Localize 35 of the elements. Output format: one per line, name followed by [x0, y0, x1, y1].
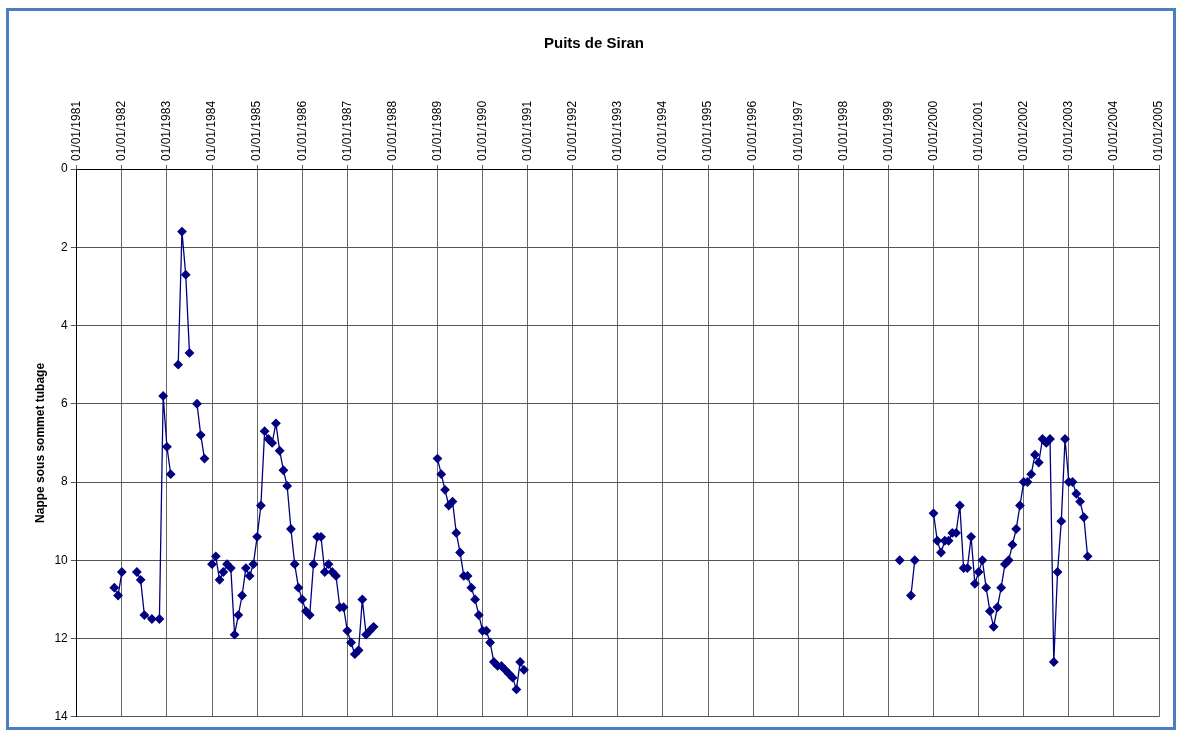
x-tick-label: 01/01/1991: [520, 100, 534, 161]
x-tick-label: 01/01/1983: [159, 100, 174, 161]
x-tick-label: 01/01/2002: [1016, 100, 1031, 161]
x-tick-label: 01/01/1994: [655, 100, 670, 161]
x-tick-label: 01/01/1992: [565, 100, 580, 161]
x-tick-label: 01/01/2003: [1061, 100, 1076, 161]
x-tick-label: 01/01/1988: [384, 100, 399, 161]
x-tick-label: 01/01/1989: [429, 100, 444, 161]
x-tick-label: 01/01/1984: [204, 100, 219, 161]
x-tick-label: 01/01/1986: [294, 100, 309, 161]
y-tick-label: 14: [54, 709, 69, 724]
x-tick-label: 01/01/2004: [1106, 100, 1121, 161]
x-tick-label: 01/01/1996: [745, 100, 760, 161]
x-tick-label: 01/01/2001: [970, 100, 985, 161]
x-tick-label: 01/01/1985: [249, 100, 264, 161]
y-tick-label: 8: [61, 474, 69, 489]
x-tick-label: 01/01/1987: [339, 100, 354, 161]
y-axis-title: Nappe sous sommet tubage: [32, 362, 47, 523]
x-tick-label: 01/01/1995: [700, 100, 715, 161]
y-tick-label: 12: [54, 630, 69, 645]
x-tick-label: 01/01/1981: [69, 100, 84, 161]
y-tick-label: 6: [61, 396, 69, 411]
x-tick-label: 01/01/1990: [474, 100, 489, 161]
x-tick-label: 01/01/2005: [1151, 100, 1166, 161]
y-tick-label: 2: [61, 239, 69, 254]
y-tick-label: 10: [54, 552, 69, 567]
x-tick-label: 01/01/1998: [835, 100, 850, 161]
y-tick-label: 0: [61, 161, 69, 176]
x-tick-label: 01/01/1993: [610, 100, 625, 161]
y-tick-label: 4: [61, 317, 69, 332]
x-tick-label: 01/01/1982: [114, 100, 129, 161]
x-tick-label: 01/01/2000: [925, 100, 940, 161]
chart-title: Puits de Siran: [543, 34, 645, 52]
x-tick-label: 01/01/1999: [880, 100, 895, 161]
x-tick-label: 01/01/1997: [790, 100, 805, 161]
